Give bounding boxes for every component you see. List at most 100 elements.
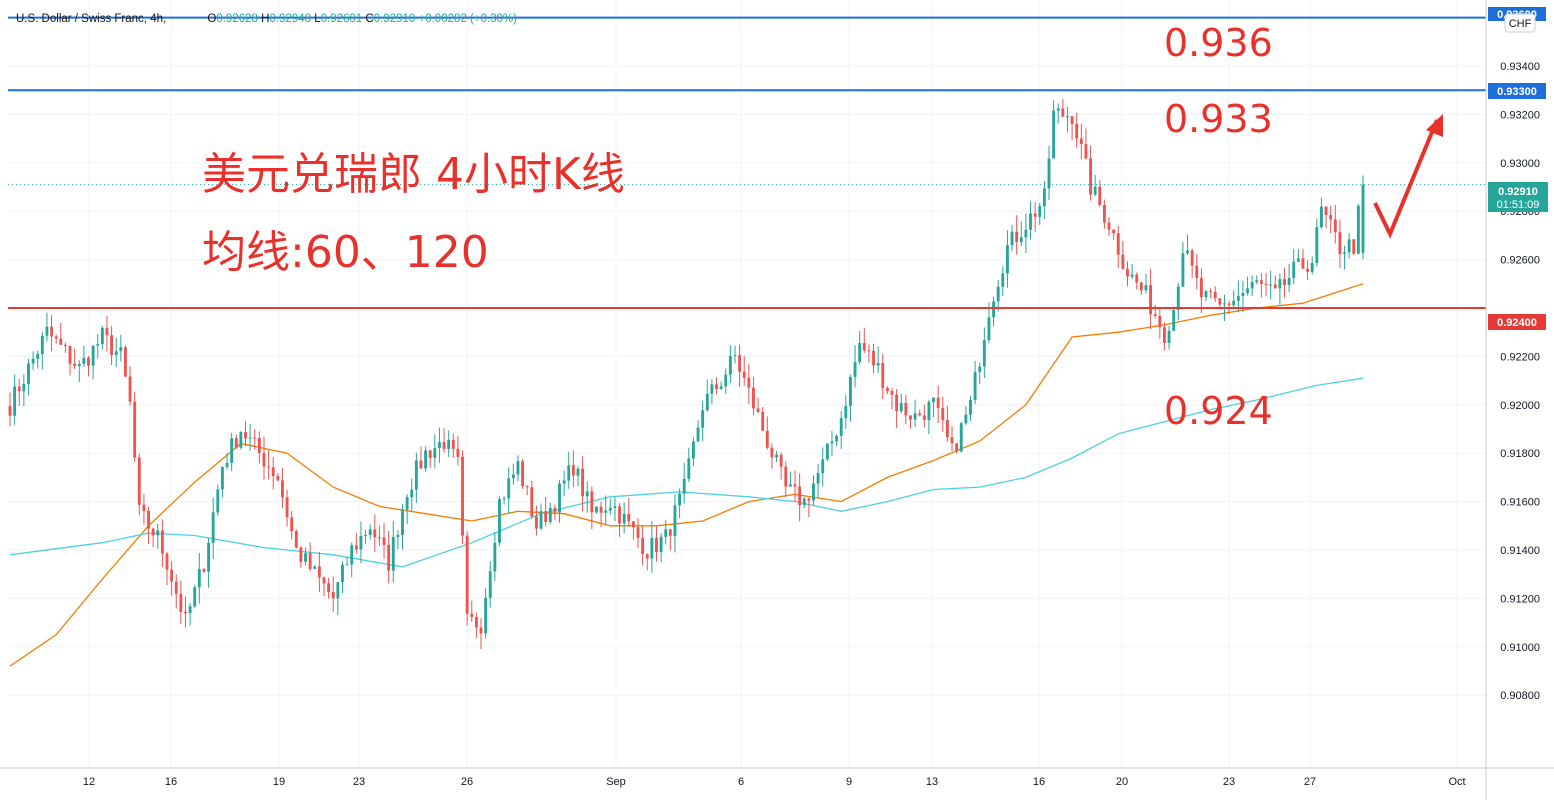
candle[interactable] <box>1126 261 1129 287</box>
candle[interactable] <box>701 400 705 441</box>
candle[interactable] <box>1052 100 1056 159</box>
candle[interactable] <box>618 503 621 538</box>
candle[interactable] <box>276 473 280 482</box>
candle[interactable] <box>1061 98 1065 118</box>
candle[interactable] <box>327 577 331 599</box>
candle[interactable] <box>507 467 511 514</box>
candle[interactable] <box>124 345 127 378</box>
candle[interactable] <box>188 603 192 626</box>
candle[interactable] <box>812 475 815 506</box>
candle[interactable] <box>1056 103 1060 124</box>
candle[interactable] <box>876 346 880 374</box>
candle[interactable] <box>391 520 395 583</box>
candle[interactable] <box>1310 256 1314 275</box>
candle[interactable] <box>1320 197 1323 229</box>
candle[interactable] <box>13 374 17 425</box>
candle[interactable] <box>982 327 986 379</box>
candle[interactable] <box>922 404 926 428</box>
candle[interactable] <box>299 546 303 568</box>
candle[interactable] <box>932 397 935 418</box>
candle[interactable] <box>484 588 488 639</box>
candle[interactable] <box>304 547 307 566</box>
candle[interactable] <box>1130 263 1134 279</box>
candle[interactable] <box>696 420 700 443</box>
candle[interactable] <box>945 405 949 442</box>
candle[interactable] <box>17 379 21 407</box>
candle[interactable] <box>1209 288 1213 299</box>
candle[interactable] <box>438 427 441 463</box>
candle[interactable] <box>1149 268 1153 330</box>
candle[interactable] <box>858 330 862 365</box>
candle[interactable] <box>678 488 682 518</box>
candle[interactable] <box>253 428 257 450</box>
candle[interactable] <box>862 327 866 353</box>
candle[interactable] <box>895 389 899 429</box>
candle[interactable] <box>1163 322 1166 351</box>
candle[interactable] <box>1199 268 1203 314</box>
candle[interactable] <box>105 315 109 352</box>
candle[interactable] <box>401 504 404 550</box>
candle[interactable] <box>807 497 811 518</box>
candle[interactable] <box>1269 270 1273 300</box>
candle[interactable] <box>234 434 238 449</box>
horizontal-lines[interactable] <box>8 16 1486 309</box>
candle[interactable] <box>571 450 575 488</box>
candle[interactable] <box>1079 123 1083 160</box>
candle[interactable] <box>151 527 155 548</box>
candle[interactable] <box>461 450 464 545</box>
candle[interactable] <box>142 494 146 525</box>
candle[interactable] <box>45 312 49 342</box>
candle[interactable] <box>604 495 608 525</box>
candle[interactable] <box>775 450 778 462</box>
candle[interactable] <box>959 421 963 453</box>
candle[interactable] <box>1213 286 1217 302</box>
candle[interactable] <box>1186 234 1189 255</box>
candle[interactable] <box>516 455 520 482</box>
candle[interactable] <box>433 434 437 469</box>
candle[interactable] <box>1176 282 1180 321</box>
candle[interactable] <box>54 334 58 344</box>
candle[interactable] <box>465 531 469 626</box>
candle[interactable] <box>1001 266 1005 297</box>
candle[interactable] <box>428 449 432 468</box>
candle[interactable] <box>1066 106 1069 133</box>
candle[interactable] <box>1047 145 1051 201</box>
candle[interactable] <box>294 529 298 549</box>
candle[interactable] <box>317 552 321 593</box>
candle[interactable] <box>1042 180 1046 220</box>
candle[interactable] <box>1204 290 1208 302</box>
candle[interactable] <box>8 392 12 427</box>
candle[interactable] <box>885 386 889 394</box>
candle[interactable] <box>904 394 908 425</box>
candle[interactable] <box>1190 248 1194 278</box>
candle[interactable] <box>802 497 806 509</box>
time-axis[interactable]: 12 16 19 23 26 Sep 6 9 13 16 20 23 27 Oct <box>83 776 1466 788</box>
candle[interactable] <box>636 518 640 549</box>
candle[interactable] <box>63 342 67 353</box>
candle[interactable] <box>872 343 875 374</box>
candle[interactable] <box>50 315 53 352</box>
candle[interactable] <box>1033 202 1037 232</box>
candle[interactable] <box>936 385 940 423</box>
candle[interactable] <box>1283 267 1286 298</box>
candle[interactable] <box>1218 297 1222 308</box>
candle[interactable] <box>784 461 788 498</box>
candle[interactable] <box>534 505 538 536</box>
candle[interactable] <box>761 407 765 432</box>
candle[interactable] <box>599 501 603 528</box>
candle[interactable] <box>308 542 312 572</box>
candle[interactable] <box>244 421 247 447</box>
candle[interactable] <box>1098 179 1102 207</box>
candle[interactable] <box>1292 248 1296 285</box>
candle[interactable] <box>770 443 774 469</box>
candle[interactable] <box>1107 217 1111 237</box>
candle[interactable] <box>262 436 266 480</box>
candle[interactable] <box>137 453 141 516</box>
candle[interactable] <box>622 502 626 534</box>
candle[interactable] <box>82 346 86 367</box>
candle[interactable] <box>710 379 714 405</box>
candle[interactable] <box>950 425 954 452</box>
candle[interactable] <box>197 552 201 604</box>
candle[interactable] <box>498 496 501 547</box>
